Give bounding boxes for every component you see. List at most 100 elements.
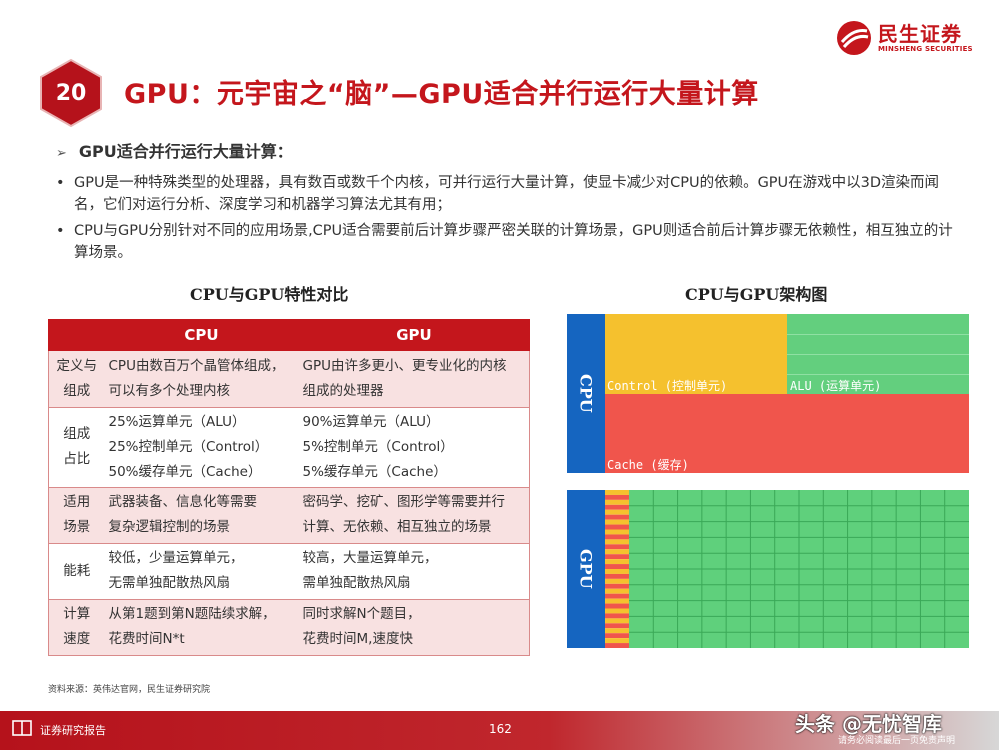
cell-line: 90%运算单元（ALU） [302, 413, 440, 430]
cpu-label-bar: CPU [567, 314, 605, 473]
alu-label: ALU (运算单元) [790, 379, 882, 393]
company-logo: 民生证券 MINSHENG SECURITIES [836, 20, 973, 56]
cell-line: 较高，大量运算单元， [302, 550, 438, 566]
bullet-item: • CPU与GPU分别针对不同的应用场景,CPU适合需要前后计算步骤严密关联的计… [56, 220, 956, 264]
gpu-control-cell [605, 638, 629, 644]
footer-page-number: 162 [489, 722, 512, 736]
cell-line: 定义与 [56, 357, 98, 374]
gpu-cache-cell [605, 593, 629, 599]
row-header-cell: 能耗 [48, 543, 105, 600]
gpu-cache-cell [605, 504, 629, 510]
cache-label: Cache (缓存) [607, 458, 689, 472]
table-header-cell: GPU [298, 319, 530, 351]
row-header-cell: 适用 场景 [48, 487, 105, 544]
diagram-title: CPU与GPU架构图 [685, 285, 828, 304]
cell-line: 组成 [63, 426, 91, 442]
gpu-control-cache-stripe [605, 490, 629, 648]
cell-line: 计算 [63, 606, 91, 622]
cell-line: GPU由许多更小、更专业化的内核 [302, 357, 507, 374]
gpu-control-cell [605, 499, 629, 505]
gpu-cache-cell [605, 494, 629, 500]
control-unit-block [605, 314, 787, 394]
cell-line: 从第1题到第N题陆续求解， [108, 606, 276, 622]
gpu-cache-cell [605, 524, 629, 530]
cell-line: 花费时间M,速度快 [302, 631, 413, 647]
bullet-dot-icon: • [56, 175, 65, 191]
minsheng-logo-icon [837, 21, 871, 55]
bullet-dot-icon: • [56, 223, 65, 239]
source-note: 资料来源：英伟达官网，民生证券研究院 [48, 685, 211, 695]
cell-line: 速度 [63, 631, 91, 647]
subheading-text: GPU适合并行运行大量计算： [78, 142, 293, 161]
logo-english-name: MINSHENG SECURITIES [878, 45, 973, 53]
gpu-cell: 较高，大量运算单元， 需单独配散热风扇 [298, 543, 530, 600]
cell-line: 25%运算单元（ALU） [108, 413, 246, 430]
page-title: GPU：元宇宙之“脑”—GPU适合并行运行大量计算 [124, 79, 759, 110]
gpu-control-cell [605, 578, 629, 584]
gpu-label-bar: GPU [567, 490, 605, 648]
bullet-text: CPU与GPU分别针对不同的应用场景,CPU适合需要前后计算步骤严密关联的计算场… [74, 223, 953, 261]
control-unit-label: Control (控制单元) [607, 379, 728, 393]
cell-line: 25%控制单元（Control） [108, 438, 269, 455]
gpu-control-cell [605, 598, 629, 604]
cell-line: 组成 [63, 382, 91, 399]
cell-line: 同时求解N个题目， [302, 606, 421, 622]
row-header-cell: 定义与 组成 [48, 351, 105, 408]
gpu-label: GPU [576, 549, 596, 589]
alu-divider [787, 374, 969, 375]
cell-line: 无需单独配散热风扇 [108, 575, 231, 591]
gpu-control-cell [605, 529, 629, 535]
cell-line: 可以有多个处理内核 [108, 382, 231, 399]
logo-chinese-name: 民生证券 [878, 22, 962, 46]
gpu-control-cell [605, 539, 629, 545]
cell-line: 组成的处理器 [302, 382, 384, 399]
table-title: CPU与GPU特性对比 [190, 285, 349, 304]
table-row: 能耗 较低，少量运算单元， 无需单独配散热风扇 较高，大量运算单元， 需单独配散热风扇 [48, 543, 530, 600]
cell-line: 场景 [63, 519, 91, 535]
table-row: 适用 场景 武器装备、信息化等需要 复杂逻辑控制的场景 密码学、挖矿、图形学等需要并行计… [48, 487, 530, 544]
gpu-cache-cell [605, 603, 629, 609]
gpu-cell: 90%运算单元（ALU） 5%控制单元（Control） 5%缓存单元（Cache） [298, 407, 530, 488]
table-header-cell [48, 319, 105, 351]
cpu-cell: CPU由数百万个晶管体组成， 可以有多个处理内核 [104, 351, 299, 408]
watermark: 头条 @无忧智库 [795, 712, 942, 736]
cell-line: CPU由数百万个晶管体组成， [108, 357, 285, 374]
page-badge-number: 20 [55, 80, 87, 106]
cell-line: 复杂逻辑控制的场景 [108, 519, 231, 535]
table-header-row: CPU GPU [48, 319, 530, 351]
cache-block [605, 394, 969, 473]
cpu-label: CPU [576, 374, 596, 413]
cpu-cell: 25%运算单元（ALU） 25%控制单元（Control） 50%缓存单元（Cach… [104, 407, 299, 488]
gpu-cell: 同时求解N个题目， 花费时间M,速度快 [298, 599, 530, 656]
cell-line: 5%控制单元（Control） [302, 438, 454, 455]
cell-line: 5%缓存单元（Cache） [302, 463, 447, 480]
gpu-cell: 密码学、挖矿、图形学等需要并行 计算、无依赖、相互独立的场景 [298, 487, 530, 544]
cell-line: 需单独配散热风扇 [302, 575, 411, 591]
gpu-cell: GPU由许多更小、更专业化的内核 组成的处理器 [298, 351, 530, 408]
gpu-control-cell [605, 549, 629, 555]
cpu-architecture-diagram: CPU Control (控制单元) ALU (运算单元) Cache (缓存) [567, 314, 969, 473]
gpu-cache-cell [605, 554, 629, 560]
cell-line: 武器装备、信息化等需要 [108, 494, 258, 510]
cell-line: 能耗 [63, 562, 91, 579]
gpu-cache-cell [605, 643, 629, 648]
section-subheading: ➢ GPU适合并行运行大量计算： [56, 138, 293, 162]
gpu-cache-cell [605, 613, 629, 619]
cell-line: 较低，少量运算单元， [108, 550, 244, 566]
alu-divider [787, 354, 969, 355]
cell-line: 密码学、挖矿、图形学等需要并行 [302, 494, 506, 510]
arrow-bullet-icon: ➢ [56, 146, 67, 161]
gpu-cache-cell [605, 564, 629, 569]
gpu-control-cell [605, 509, 629, 515]
gpu-cache-cell [605, 573, 629, 579]
cell-line: 花费时间N*t [108, 631, 185, 647]
book-icon [12, 720, 32, 736]
gpu-control-cell [605, 559, 629, 565]
gpu-architecture-diagram: GPU [567, 490, 969, 648]
cpu-cell: 较低，少量运算单元， 无需单独配散热风扇 [104, 543, 299, 600]
cell-line: 计算、无依赖、相互独立的场景 [302, 519, 492, 535]
gpu-control-cell [605, 608, 629, 614]
gpu-control-cell [605, 628, 629, 634]
gpu-cache-cell [605, 623, 629, 629]
gpu-control-cell [605, 490, 629, 495]
